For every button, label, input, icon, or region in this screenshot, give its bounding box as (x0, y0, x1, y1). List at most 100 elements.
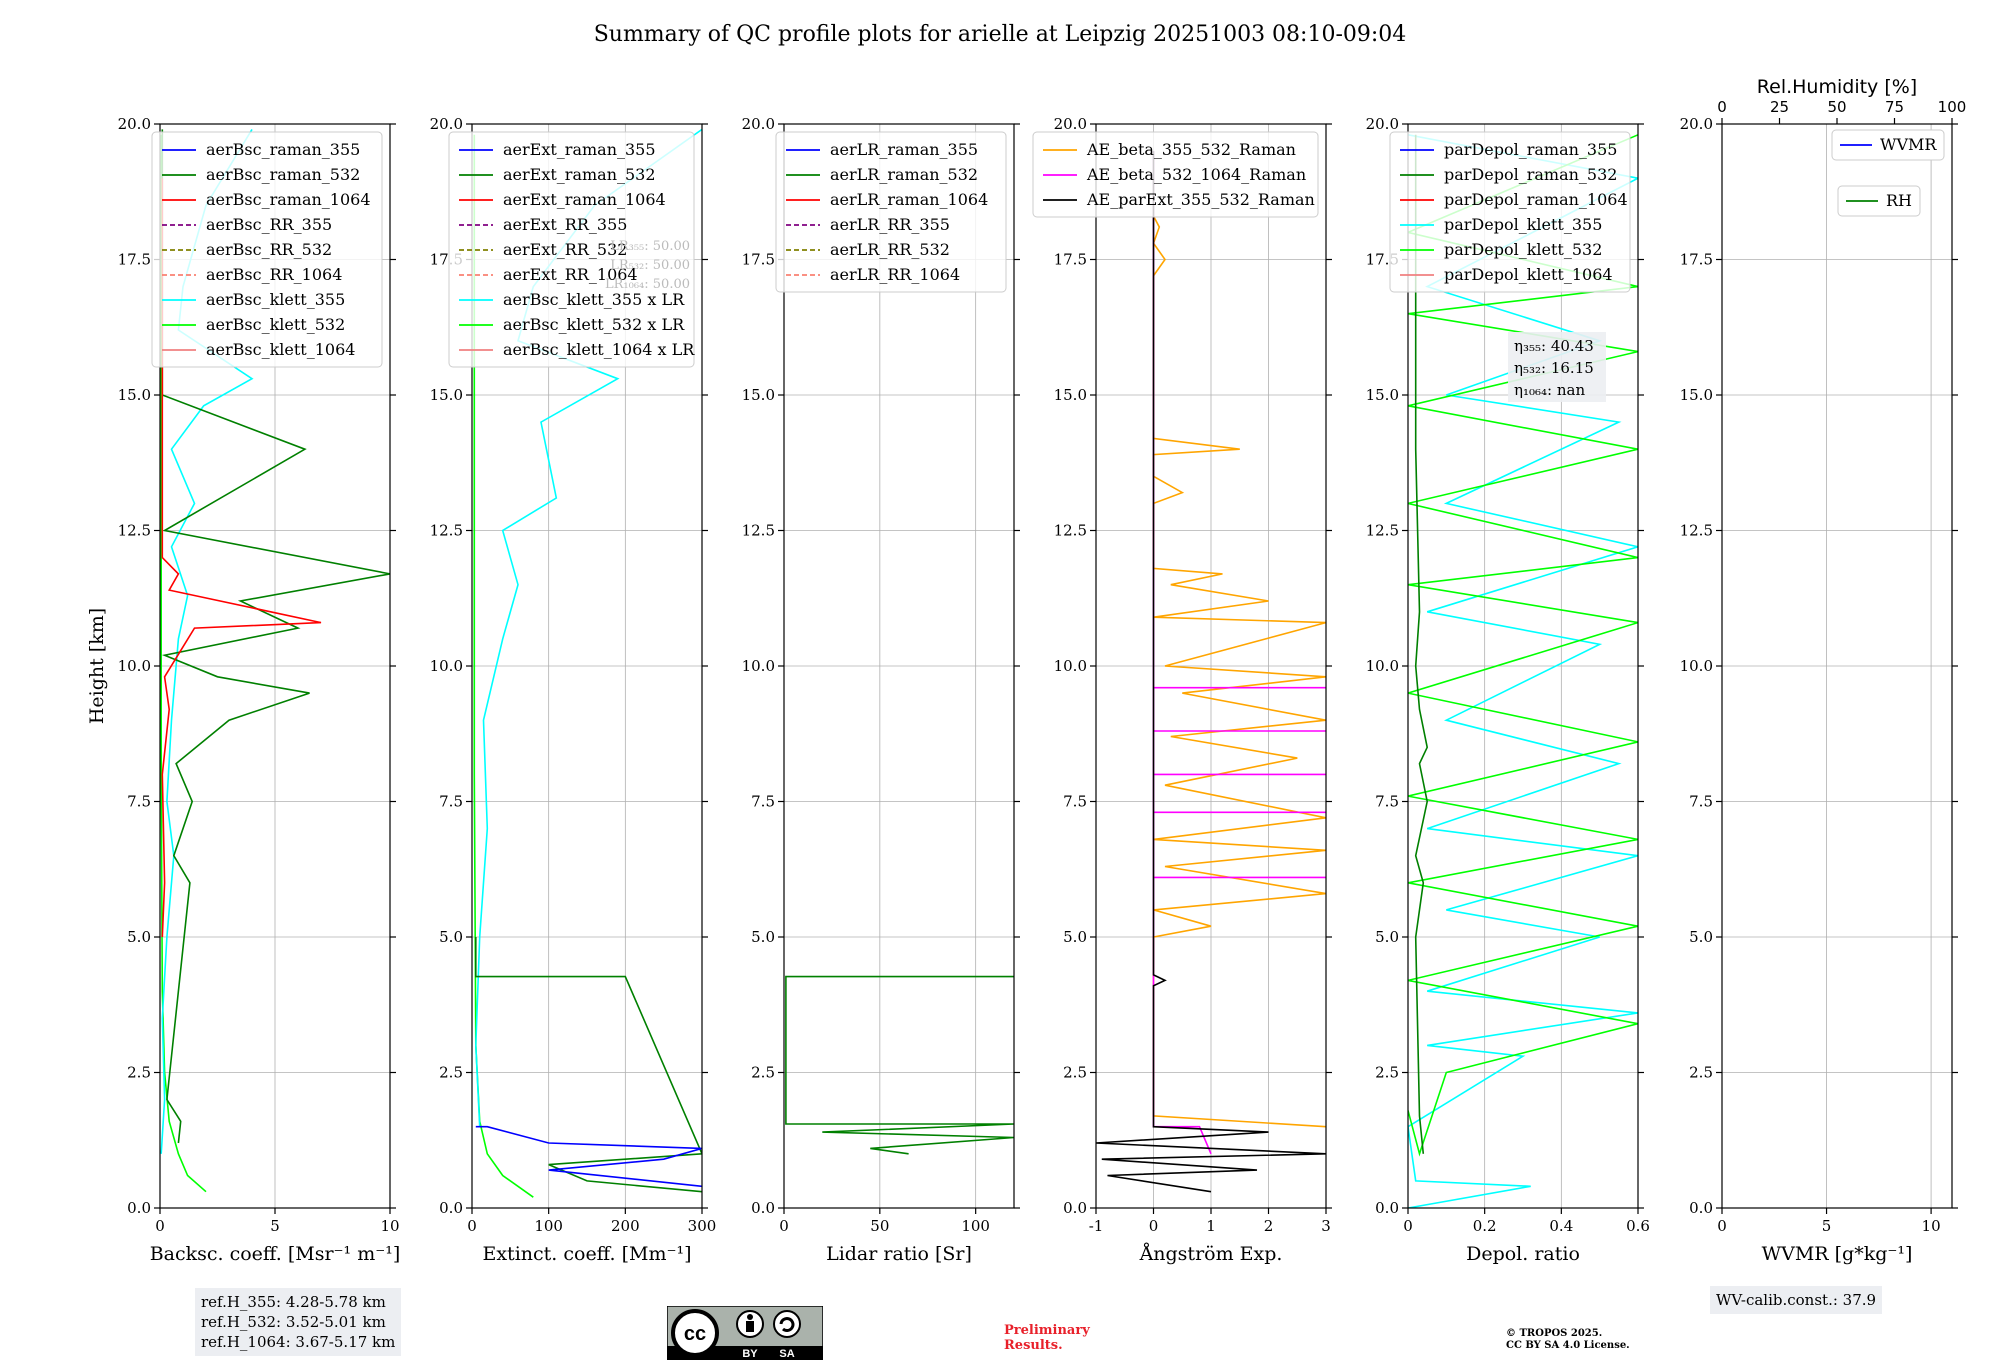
x-tick-label: 0 (779, 1217, 789, 1235)
y-tick-label: 5.0 (439, 928, 463, 946)
y-tick-label: 17.5 (1054, 251, 1087, 269)
x-tick-label: 0 (1403, 1217, 1413, 1235)
legend-box (1837, 185, 1921, 217)
cc-license-badge: cc BY SA (667, 1306, 823, 1360)
x-axis-label: Lidar ratio [Sr] (826, 1243, 972, 1265)
y-tick-label: 2.5 (751, 1064, 775, 1082)
x-tick-label: 0 (155, 1217, 165, 1235)
y-tick-label: 2.5 (1375, 1064, 1399, 1082)
legend-label: AE_beta_532_1064_Raman (1086, 165, 1306, 184)
y-tick-label: 2.5 (1689, 1064, 1713, 1082)
x-tick-label: 0 (467, 1217, 477, 1235)
legend-label: RH (1886, 191, 1912, 210)
x-tick-label: 5 (1822, 1217, 1832, 1235)
legend-label: aerLR_raman_355 (830, 140, 978, 159)
legend: AE_beta_355_532_Raman AE_beta_532_1064_Ra… (1032, 131, 1319, 218)
x-axis-label: Extinct. coeff. [Mm⁻¹] (482, 1243, 691, 1265)
top-x-tick-label: 75 (1885, 98, 1904, 116)
preliminary-line-1: Preliminary (1004, 1323, 1090, 1338)
svg-text:cc: cc (684, 1323, 706, 1345)
y-tick-label: 5.0 (1689, 928, 1713, 946)
legend-label: aerBsc_raman_355 (206, 140, 360, 159)
y-tick-label: 12.5 (1680, 522, 1713, 540)
y-tick-label: 2.5 (439, 1064, 463, 1082)
legend-label: aerLR_RR_355 (830, 215, 950, 234)
lidar-ratio-label: LR₁₀₆₄: 50.00 (605, 277, 690, 292)
x-axis-label: Backsc. coeff. [Msr⁻¹ m⁻¹] (150, 1243, 401, 1265)
legend-label: aerBsc_RR_1064 (206, 265, 342, 284)
y-tick-label: 15.0 (430, 386, 463, 404)
y-tick-label: 0.0 (439, 1199, 463, 1217)
x-axis-label: Depol. ratio (1466, 1243, 1580, 1265)
y-tick-label: 10.0 (1366, 657, 1399, 675)
cc-icon (671, 1309, 719, 1357)
y-tick-label: 0.0 (127, 1199, 151, 1217)
panel-5: 0.02.55.07.510.012.515.017.520.00 5 10WVMR… (1680, 76, 1967, 1265)
x-tick-label: 0.6 (1626, 1217, 1650, 1235)
series-line-aerLR_raman_532 (785, 975, 1014, 1155)
preliminary-line-2: Results. (1004, 1338, 1063, 1353)
lidar-ratio-label: LR₃₅₅: 50.00 (610, 239, 690, 254)
legend-label: aerBsc_klett_355 x LR (503, 290, 685, 309)
legend-label: parDepol_raman_1064 (1444, 190, 1628, 209)
y-tick-label: 7.5 (1375, 793, 1399, 811)
legend-box (775, 131, 1007, 293)
legend-label: aerLR_raman_1064 (830, 190, 988, 209)
legend-label: aerLR_RR_532 (830, 240, 950, 259)
legend-label: aerBsc_klett_532 (206, 315, 345, 334)
top-x-axis-label: Rel.Humidity [%] (1757, 76, 1917, 98)
legend-label: aerBsc_raman_1064 (206, 190, 371, 209)
series-group (1096, 151, 1326, 1193)
y-tick-label: 5.0 (127, 928, 151, 946)
reference-heights-box: ref.H_355: 4.28-5.78 km ref.H_532: 3.52-… (195, 1288, 402, 1356)
legend-label: aerBsc_RR_355 (206, 215, 332, 234)
y-tick-label: 12.5 (1366, 522, 1399, 540)
eta-label: η₁₀₆₄: nan (1514, 381, 1585, 399)
reference-height-1064: ref.H_1064: 3.67-5.17 km (201, 1333, 396, 1351)
reference-height-532: ref.H_532: 3.52-5.01 km (201, 1313, 386, 1331)
x-tick-label: 200 (611, 1217, 640, 1235)
y-tick-label: 15.0 (1366, 386, 1399, 404)
legend-label: parDepol_raman_355 (1444, 140, 1617, 159)
series-group (785, 975, 1014, 1155)
legend: aerExt_raman_355 aerExt_raman_532 aerExt_r… (448, 131, 695, 368)
legend: parDepol_raman_355 parDepol_raman_532 parD… (1389, 131, 1631, 293)
panel-2: 0.0 2.5 5.0 7.5 10.0 12.5 15.0 17.5 20.0 0 50 100 Li… (742, 115, 1020, 1265)
legend: aerBsc_raman_355 aerBsc_raman_532 aerBsc_r… (151, 131, 383, 368)
cc-by-label: BY (742, 1348, 758, 1360)
top-x-tick-label: 100 (1938, 98, 1967, 116)
x-tick-label: 5 (270, 1217, 280, 1235)
legend-label: aerBsc_klett_355 (206, 290, 345, 309)
y-tick-label: 15.0 (742, 386, 775, 404)
legend-label: aerBsc_klett_1064 (206, 340, 355, 359)
legend-label: aerBsc_raman_532 (206, 165, 360, 184)
series-line-AE_beta_532_1064_Raman (1152, 151, 1326, 1155)
x-tick-label: 1 (1206, 1217, 1216, 1235)
series-line-parDepol_klett_355 (1408, 134, 1638, 1208)
y-tick-label: 15.0 (118, 386, 151, 404)
y-tick-label: 20.0 (1054, 115, 1087, 133)
legend-label: aerLR_RR_1064 (830, 265, 960, 284)
x-tick-label: 0 (1717, 1217, 1727, 1235)
legend-label: WVMR (1880, 135, 1937, 154)
legend-label: aerBsc_klett_532 x LR (503, 315, 685, 334)
series-group (1408, 134, 1638, 1208)
y-tick-label: 7.5 (1063, 793, 1087, 811)
eta-box (1508, 332, 1606, 402)
y-tick-label: 0.0 (751, 1199, 775, 1217)
legend-label: parDepol_klett_355 (1444, 215, 1602, 234)
top-x-tick-label: 0 (1717, 98, 1727, 116)
y-tick-label: 20.0 (742, 115, 775, 133)
panel-3: 0.0 2.5 5.0 7.5 10.0 12.5 15.0 17.5 20.0 -1 0 1 2 3 Ån… (1032, 115, 1332, 1265)
y-tick-label: 7.5 (1689, 793, 1713, 811)
y-tick-label: 2.5 (127, 1064, 151, 1082)
eta-label: η₅₃₂: 16.15 (1514, 359, 1594, 377)
legend-box (1389, 131, 1631, 293)
y-tick-label: 7.5 (439, 793, 463, 811)
panel-4: 0.02.55.07.510.012.515.017.520.00 0.2 0.4 0… (1366, 115, 1650, 1265)
y-tick-label: 7.5 (751, 793, 775, 811)
series-line-aerExt_raman_532 (474, 937, 702, 1193)
x-tick-label: 0.4 (1549, 1217, 1573, 1235)
y-axis-label: Height [km] (86, 608, 108, 724)
